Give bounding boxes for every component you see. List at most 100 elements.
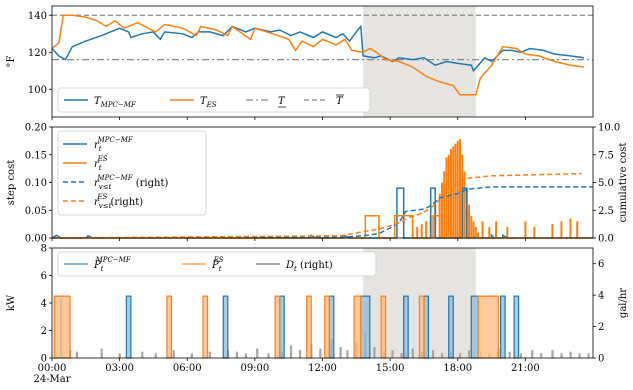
x-tick-label: 18:00 — [443, 363, 472, 374]
series-line-es-temperature — [51, 14, 585, 96]
demand-bar — [560, 353, 563, 358]
demand-bar — [531, 350, 534, 358]
x-tick-label: 24-Mar — [33, 374, 70, 385]
mpc-power-block — [403, 295, 409, 359]
demand-bar — [154, 353, 157, 358]
legend-label-es-power: PtES — [211, 256, 224, 273]
y2-axis-label: gal/hr — [618, 288, 629, 318]
demand-bar — [339, 347, 342, 358]
demand-bar — [346, 350, 349, 358]
es-power-block — [324, 295, 330, 359]
es-power-block — [274, 295, 281, 359]
series-line-mpc-temperature — [51, 24, 585, 73]
demand-bar — [569, 351, 572, 358]
y-tick-label: 0.15 — [25, 150, 47, 161]
legend-label-lower: T — [278, 96, 286, 107]
demand-bar — [578, 353, 581, 358]
y2-tick-label: 2 — [598, 322, 604, 333]
mpc-power-block — [125, 295, 132, 359]
series-line-mpc-cumulative-cost — [51, 186, 593, 239]
y-tick-label: 100 — [28, 85, 47, 96]
demand-bar — [519, 353, 523, 358]
y-axis-label: step cost — [6, 160, 17, 205]
y-tick-label: 8 — [41, 244, 47, 255]
legend-label-mpc: TMPC−MF — [94, 96, 137, 109]
demand-bar — [551, 350, 554, 358]
y2-tick-label: 7.5 — [598, 150, 614, 161]
demand-bar — [208, 351, 211, 358]
demand-bar — [172, 350, 175, 358]
es-power-block — [306, 295, 312, 359]
legend-label-mpc-step: rtMPC−MF — [94, 136, 134, 153]
y-tick-label: 140 — [28, 11, 47, 22]
demand-bar — [508, 351, 511, 358]
y-tick-label: 0.10 — [25, 178, 47, 189]
temperature-panel: 100 120 140 °F TMPC−MF TES T T — [6, 5, 594, 120]
legend-label-es-step: rtES — [94, 155, 108, 172]
x-tick-label: 12:00 — [308, 363, 337, 374]
x-tick-label: 09:00 — [240, 363, 269, 374]
demand-bar — [118, 353, 121, 358]
cost-panel: 0.00 0.05 0.10 0.15 0.20 0.0 2.5 5.0 7.5 10.0 step… — [6, 123, 629, 245]
demand-bar — [298, 350, 302, 358]
es-power-block — [53, 295, 71, 359]
demand-bar — [431, 350, 435, 358]
x-tick-label: 00:00 — [38, 363, 67, 374]
es-power-block — [380, 295, 387, 359]
shaded-period — [363, 6, 476, 117]
legend-box — [57, 87, 371, 113]
mpc-power-block — [360, 295, 371, 359]
mpc-power-block — [513, 295, 520, 359]
y-axis-label: °F — [6, 55, 17, 67]
legend-label-es-cum: rv≤tES (right) — [94, 193, 143, 210]
es-power-block — [166, 295, 173, 359]
y-tick-label: 6 — [41, 271, 47, 282]
legend-label-demand: Dt (right) — [285, 260, 333, 273]
demand-bar — [468, 350, 471, 358]
demand-bar — [267, 353, 270, 358]
demand-bar — [373, 347, 376, 358]
series-line-es-cumulative-cost — [51, 172, 582, 239]
y-tick-label: 0 — [41, 354, 47, 365]
y-tick-label: 4 — [41, 299, 47, 310]
y-tick-label: 2 — [41, 326, 47, 337]
y-tick-label: 0.00 — [25, 234, 47, 245]
mpc-power-block — [423, 295, 430, 359]
legend-label-upper: T — [336, 96, 344, 107]
demand-bar — [141, 351, 144, 358]
y2-tick-label: 0 — [598, 354, 604, 365]
es-power-block — [202, 295, 209, 359]
es-power-block — [418, 295, 425, 359]
mpc-power-block — [279, 295, 285, 359]
demand-bar — [440, 353, 444, 358]
y2-tick-label: 5.0 — [598, 178, 614, 189]
y-tick-label: 120 — [28, 48, 47, 59]
mpc-power-block — [499, 295, 506, 359]
x-tick-label: 03:00 — [105, 363, 134, 374]
series-line-es-step-cost — [52, 215, 593, 239]
legend-label-mpc-power: PtMPC−MF — [93, 256, 132, 273]
demand-bar — [190, 353, 193, 358]
legend-box — [57, 130, 207, 216]
mpc-power-block — [470, 295, 479, 359]
demand-bar — [459, 353, 462, 358]
demand-bar — [540, 353, 543, 358]
y2-tick-label: 10.0 — [598, 123, 620, 134]
y-axis-label: kW — [6, 294, 17, 311]
demand-bar — [100, 348, 103, 358]
demand-bar — [319, 348, 322, 358]
y2-axis-label: cumulative cost — [618, 143, 629, 223]
mpc-power-block — [448, 295, 454, 359]
es-power-block — [353, 295, 362, 359]
x-tick-label: 15:00 — [376, 363, 405, 374]
demand-bar — [400, 353, 403, 358]
demand-bar — [289, 345, 293, 358]
x-tick-label: 21:00 — [511, 363, 540, 374]
mpc-power-block — [222, 295, 229, 359]
legend-label-es: TES — [200, 96, 217, 109]
demand-bar — [235, 351, 239, 358]
y2-tick-label: 2.5 — [598, 206, 614, 217]
mpc-power-block — [328, 295, 335, 359]
